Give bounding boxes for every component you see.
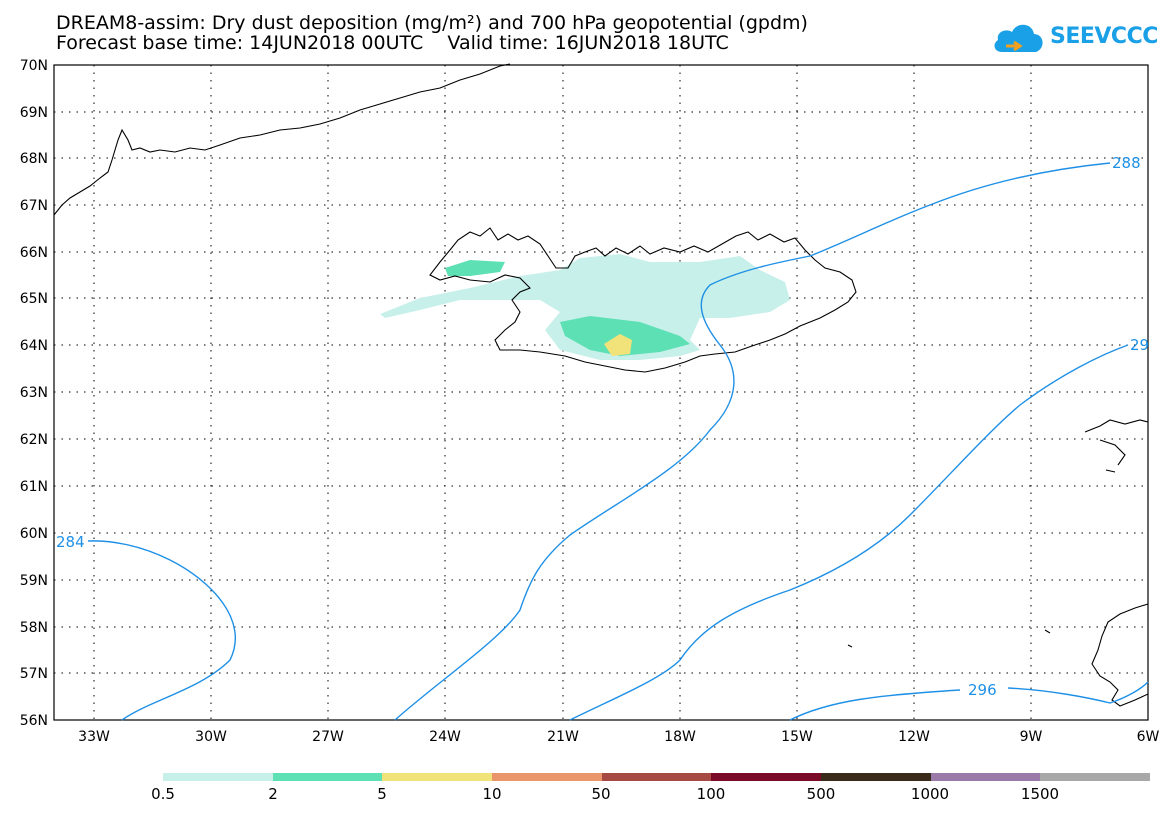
geopotential-contours [87, 162, 1149, 721]
legend-swatch [1040, 773, 1151, 781]
lat-label: 58N [20, 620, 48, 636]
logo-text: SEEVCCC [1050, 24, 1158, 49]
lat-label: 62N [20, 432, 48, 448]
coastlines [53, 63, 1149, 707]
contour-label-296: 296 [968, 681, 997, 699]
lat-label: 57N [20, 666, 48, 682]
forecast-time-subtitle: Forecast base time: 14JUN2018 00UTC Vali… [56, 32, 729, 54]
legend-swatch [601, 773, 712, 781]
lat-label: 68N [20, 151, 48, 167]
lon-label: 27W [312, 729, 344, 745]
legend-swatch [930, 773, 1041, 781]
legend-swatch [492, 773, 602, 781]
legend-color-bar [163, 773, 1151, 781]
lat-label: 70N [20, 58, 48, 74]
legend-label: 1000 [910, 785, 950, 803]
lat-label: 65N [20, 291, 48, 307]
lon-label: 9W [1020, 729, 1043, 745]
map-title: DREAM8-assim: Dry dust deposition (mg/m²… [56, 12, 808, 34]
contour-labels: 288 29 284 296 [56, 154, 1149, 699]
legend-labels: 0.5 2 5 10 50 100 500 1000 1500 [0, 785, 1175, 805]
legend-label: 50 [591, 785, 611, 803]
legend-swatch [382, 773, 493, 781]
lon-label: 15W [781, 729, 813, 745]
lon-label: 30W [195, 729, 227, 745]
lat-label: 63N [20, 385, 48, 401]
lat-label: 56N [20, 713, 48, 729]
legend-label: 0.5 [151, 785, 175, 803]
lat-label: 66N [20, 245, 48, 261]
latitude-labels: 70N 69N 68N 67N 66N 65N 64N 63N 62N 61N … [20, 58, 48, 729]
lat-label: 60N [20, 526, 48, 542]
map-frame [53, 64, 1149, 721]
lat-label: 69N [20, 105, 48, 121]
legend-label: 100 [696, 785, 726, 803]
legend-label: 5 [377, 785, 387, 803]
legend-label: 10 [482, 785, 502, 803]
contour-label-288: 288 [1112, 154, 1141, 172]
legend-swatch [711, 773, 822, 781]
legend-swatch [163, 773, 273, 781]
legend-label: 2 [268, 785, 278, 803]
lat-label: 59N [20, 573, 48, 589]
dust-deposition-shading [380, 254, 790, 360]
cloud-icon [994, 24, 1043, 52]
legend-swatch [272, 773, 383, 781]
legend-label: 500 [806, 785, 836, 803]
lon-label: 24W [429, 729, 461, 745]
lon-label: 33W [78, 729, 110, 745]
lon-label: 21W [547, 729, 579, 745]
lon-label: 18W [664, 729, 696, 745]
seevccc-logo: SEEVCCC [990, 18, 1158, 58]
longitude-labels: 33W 30W 27W 24W 21W 18W 15W 12W 9W 6W [78, 729, 1159, 745]
legend-swatch [821, 773, 931, 781]
legend-label: 1500 [1020, 785, 1060, 803]
grid-lines [54, 65, 1148, 720]
contour-label-292: 29 [1130, 336, 1149, 354]
lat-label: 64N [20, 338, 48, 354]
lon-label: 6W [1137, 729, 1160, 745]
lon-label: 12W [898, 729, 930, 745]
contour-label-284: 284 [56, 533, 85, 551]
lat-label: 61N [20, 479, 48, 495]
lat-label: 67N [20, 198, 48, 214]
